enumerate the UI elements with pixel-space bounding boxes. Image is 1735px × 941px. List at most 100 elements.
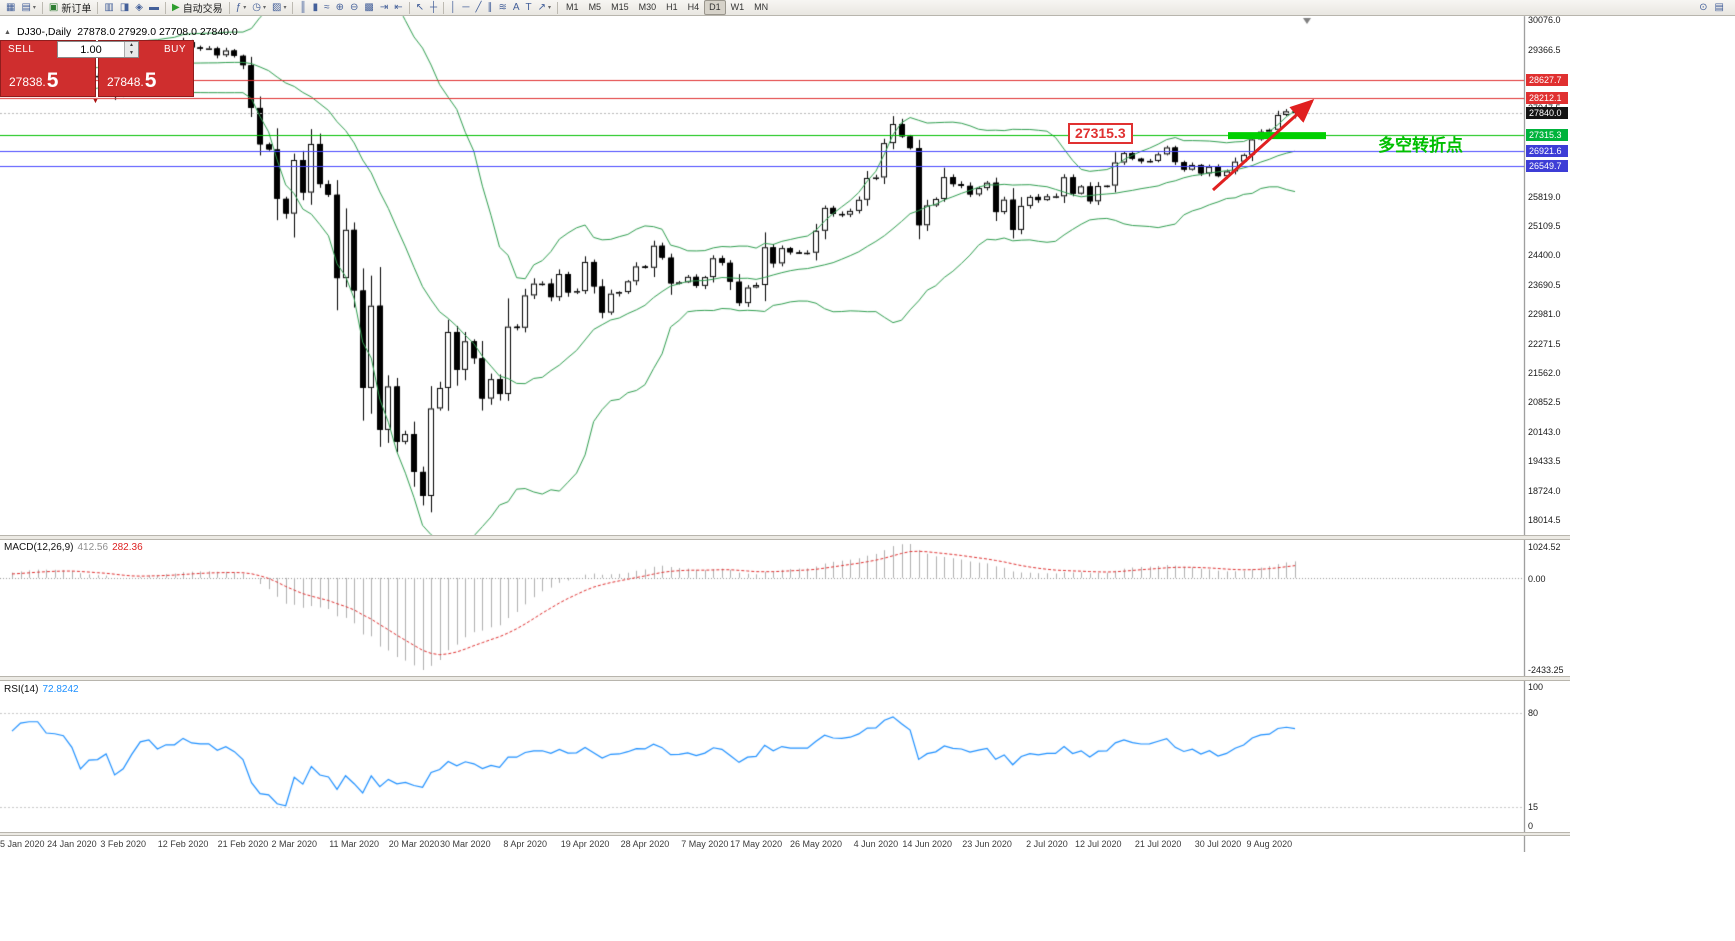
arrows-button[interactable]: ↗ ▾ [536, 1, 553, 15]
price-axis-label: 22271.5 [1528, 338, 1561, 349]
timeframe-w1[interactable]: W1 [730, 2, 745, 12]
pane-separator-rsi-dates[interactable] [0, 832, 1570, 836]
terminal-icon: ▬ [148, 1, 159, 13]
timeframe-m5[interactable]: M5 [588, 2, 602, 12]
date-axis-label: 20 Mar 2020 [388, 839, 440, 849]
dropdown-caret-icon: ▾ [243, 5, 247, 11]
data-window-button[interactable]: ◨ [118, 1, 131, 15]
fibonacci-button[interactable]: ≋ [496, 1, 508, 15]
chart-profiles-icon: ▤ [21, 1, 31, 13]
trendline-button[interactable]: ╱ [473, 1, 483, 15]
new-chart-icon: ▦ [6, 1, 16, 13]
date-axis-label: 15 Jan 2020 [0, 839, 45, 849]
volume-input[interactable] [58, 42, 124, 57]
price-axis-label: 25819.0 [1528, 191, 1561, 202]
sell-label: SELL [8, 44, 35, 55]
price-axis-label: 22981.0 [1528, 309, 1561, 320]
text-label-button[interactable]: T [524, 1, 534, 15]
date-axis-label: 9 Aug 2020 [1246, 839, 1293, 849]
new-order-icon: ▣ [48, 1, 59, 13]
price-axis-label: 25109.5 [1528, 221, 1561, 232]
chart-shift-icon: ⇤ [394, 1, 403, 13]
chart-shift-button[interactable]: ⇤ [392, 1, 404, 15]
navigator-button[interactable]: ◈ [133, 1, 145, 15]
line-chart-button[interactable]: ≈ [322, 1, 332, 15]
zoom-in-button[interactable]: ⊕ [334, 1, 346, 15]
market-watch-icon: ▥ [104, 1, 114, 13]
toolbar-separator [443, 1, 445, 14]
autotrading-button[interactable]: ▶ 自动交易 [170, 1, 225, 16]
toolbar-separator [97, 1, 99, 14]
trendline-icon: ╱ [475, 1, 482, 13]
text-button[interactable]: A [511, 1, 522, 15]
terminal-button[interactable]: ▬ [147, 1, 161, 15]
price-axis-label: 30076.0 [1528, 15, 1561, 26]
timeframe-h4[interactable]: H4 [687, 2, 700, 12]
pane-separator-macd-rsi[interactable] [0, 676, 1570, 681]
navigator-icon: ◈ [135, 1, 143, 13]
rsi-axis-label: 15 [1528, 802, 1539, 813]
macd-axis-label: 1024.52 [1528, 542, 1561, 552]
candlestick-chart-button[interactable]: ▮ [311, 1, 321, 15]
periods-menu-button[interactable]: ◷ ▾ [250, 1, 268, 15]
search-icon[interactable]: ⊙ [1699, 2, 1708, 13]
auto-scroll-button[interactable]: ⇥ [378, 1, 390, 15]
templates-button[interactable]: ▨ ▾ [270, 1, 288, 15]
timeframe-m15[interactable]: M15 [611, 2, 629, 12]
crosshair-button[interactable]: ┼ [428, 1, 439, 15]
zoom-out-button[interactable]: ⊖ [348, 1, 360, 15]
cursor-button[interactable]: ↖ [414, 1, 426, 15]
dropdown-caret-icon: ▾ [548, 5, 552, 11]
volume-field: ▲ ▼ [57, 41, 139, 58]
panels-icon[interactable]: ▤ [1714, 2, 1724, 13]
one-click-trading-panel: SELL 27838. 5 BUY 27848. 5 ▲ ▼ [0, 40, 196, 97]
toolbar-separator [164, 1, 166, 14]
date-axis-label: 4 Jun 2020 [853, 839, 899, 849]
dropdown-caret-icon: ▾ [263, 5, 267, 11]
buy-price-main: 27848. [107, 75, 144, 89]
price-axis-label: 24400.0 [1528, 250, 1561, 261]
date-axis-label: 2 Jul 2020 [1026, 839, 1068, 849]
price-axis-label: 20852.5 [1528, 397, 1561, 408]
volume-spinner: ▲ ▼ [124, 42, 138, 57]
rsi-value: 72.8242 [42, 684, 79, 695]
support-line-badge-blue-1: 26921.6 [1526, 144, 1568, 157]
chart-profiles-button[interactable]: ▤ ▾ [19, 1, 37, 15]
equidistant-channel-button[interactable]: ∥ [485, 1, 494, 15]
volume-decrease-button[interactable]: ▼ [125, 49, 138, 57]
macd-axis-label: 0.00 [1528, 573, 1546, 584]
chart-canvas[interactable] [0, 0, 1570, 852]
data-window-icon: ◨ [119, 1, 130, 13]
date-axis-label: 19 Apr 2020 [560, 839, 610, 849]
new-chart-button[interactable]: ▦ [4, 1, 17, 15]
market-watch-button[interactable]: ▥ [102, 1, 115, 15]
vertical-line-icon: │ [450, 1, 457, 13]
arrows-icon: ↗ [537, 1, 547, 13]
new-order-button[interactable]: ▣ 新订单 [47, 1, 93, 16]
timeframe-d1[interactable]: D1 [704, 0, 726, 15]
date-axis-label: 7 May 2020 [681, 839, 729, 849]
indicators-button[interactable]: ƒ ▾ [234, 1, 249, 15]
turning-point-text[interactable]: 多空转折点 [1378, 136, 1463, 155]
timeframe-mn[interactable]: MN [754, 2, 769, 12]
support-line-badge-green: 27315.3 [1526, 128, 1568, 141]
horizontal-line-button[interactable]: ─ [460, 1, 471, 15]
vertical-line-button[interactable]: │ [448, 1, 458, 15]
horizontal-line-icon: ─ [462, 1, 470, 13]
timeframe-m30[interactable]: M30 [638, 2, 657, 12]
price-axis-label: 21562.0 [1528, 367, 1561, 378]
resistance-line-badge-2: 28212.1 [1526, 91, 1568, 104]
support-line-badge-blue-2: 26549.7 [1526, 160, 1568, 173]
pane-separator-main-macd[interactable] [0, 535, 1570, 540]
toolbar-separator [228, 1, 230, 14]
tile-windows-button[interactable]: ▩ [362, 1, 375, 15]
panel-collapse-icon[interactable]: ▼ [92, 98, 99, 105]
volume-increase-button[interactable]: ▲ [125, 42, 138, 50]
dropdown-caret-icon: ▾ [283, 5, 287, 11]
timeframe-m1[interactable]: M1 [566, 2, 579, 12]
timeframe-h1[interactable]: H1 [666, 2, 678, 12]
bar-chart-button[interactable]: ║ [297, 1, 308, 15]
price-axis-label: 18724.0 [1528, 485, 1561, 496]
price-annotation-label[interactable]: 27315.3 [1068, 123, 1133, 144]
panel-toggle-icon[interactable]: ▲ [4, 28, 11, 36]
